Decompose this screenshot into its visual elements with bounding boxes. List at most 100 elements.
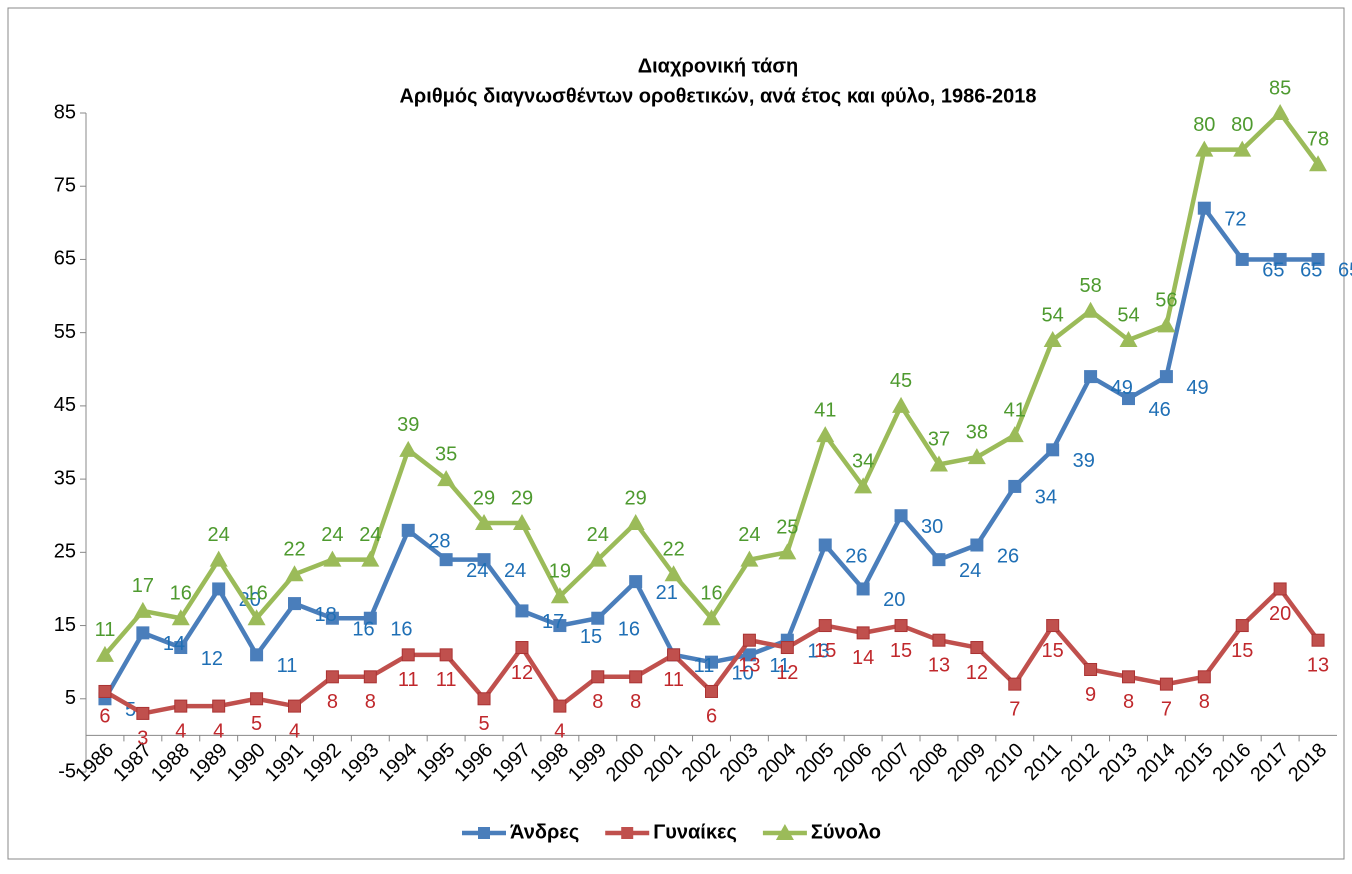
point (1046, 443, 1060, 457)
data-label: 26 (997, 545, 1019, 567)
point (1005, 426, 1024, 443)
data-label: 8 (327, 691, 338, 713)
data-label: 85 (1269, 77, 1291, 99)
data-label: 8 (365, 691, 376, 713)
point (250, 692, 264, 706)
data-label: 24 (959, 560, 981, 582)
data-label: 29 (625, 487, 647, 509)
point (1235, 252, 1249, 266)
data-label: 11 (398, 669, 419, 691)
point (553, 699, 567, 713)
data-label: 4 (213, 720, 224, 742)
point (475, 514, 494, 531)
point (894, 619, 908, 633)
data-label: 16 (245, 583, 267, 605)
point (705, 684, 718, 698)
y-tick-label: 65 (54, 248, 76, 270)
point (209, 550, 228, 567)
data-label: 11 (694, 655, 715, 677)
data-label: 24 (466, 560, 488, 582)
point (929, 455, 948, 472)
data-label: 19 (549, 561, 571, 583)
data-label: 11 (277, 655, 298, 677)
data-label: 34 (1035, 487, 1057, 509)
point (174, 699, 188, 713)
point (1311, 633, 1325, 647)
data-label: 72 (1224, 208, 1246, 230)
point (399, 440, 418, 457)
point (133, 601, 152, 618)
point (1043, 330, 1062, 347)
data-label: 16 (170, 583, 192, 605)
y-tick-label: 5 (65, 687, 76, 709)
data-label: 12 (201, 648, 223, 670)
point (591, 611, 605, 625)
legend-marker (621, 827, 634, 839)
data-label: 8 (630, 691, 641, 713)
chart-title: Διαχρονική τάση (638, 55, 799, 77)
point (780, 641, 794, 655)
point (1195, 140, 1214, 157)
chart-subtitle: Αριθμός διαγνωσθέντων οροθετικών, ανά έτ… (399, 85, 1036, 107)
data-label: 39 (1073, 450, 1095, 472)
point (892, 396, 911, 413)
point (591, 670, 605, 684)
data-label: 46 (1149, 399, 1171, 421)
legend-marker (775, 824, 794, 840)
point (1084, 370, 1098, 384)
data-label: 10 (732, 662, 754, 684)
data-label: 29 (473, 487, 495, 509)
data-label: 9 (1085, 684, 1096, 706)
point (1122, 392, 1135, 406)
legend-label: Άνδρες (510, 821, 579, 843)
data-label: 38 (966, 421, 988, 443)
data-label: 12 (776, 662, 798, 684)
data-label: 22 (662, 539, 684, 561)
data-label: 15 (890, 640, 912, 662)
data-label: 6 (706, 706, 717, 728)
point (515, 641, 529, 655)
data-label: 65 (1338, 260, 1352, 282)
point (1008, 677, 1022, 691)
data-label: 8 (1199, 691, 1210, 713)
data-label: 16 (618, 619, 640, 641)
data-label: 49 (1111, 377, 1133, 399)
point (970, 538, 984, 552)
data-label: 21 (656, 582, 678, 604)
point (1271, 104, 1290, 120)
point (854, 477, 873, 494)
point (95, 645, 114, 662)
point (437, 470, 456, 487)
y-tick-label: 35 (54, 467, 76, 489)
y-tick-label: 45 (54, 394, 76, 416)
point (1159, 677, 1173, 691)
point (439, 648, 453, 662)
data-label: 29 (511, 487, 533, 509)
data-label: 16 (390, 619, 412, 641)
data-label: 16 (352, 619, 374, 641)
data-label: 15 (580, 626, 602, 648)
data-label: 49 (1186, 377, 1208, 399)
point (1046, 619, 1060, 633)
point (136, 626, 150, 640)
data-label: 24 (504, 560, 526, 582)
point (856, 626, 870, 640)
point (1311, 252, 1325, 266)
data-label: 45 (890, 370, 912, 392)
point (323, 550, 342, 567)
point (1273, 582, 1287, 596)
point (1081, 301, 1100, 318)
point (325, 611, 339, 625)
data-label: 65 (1262, 260, 1284, 282)
data-label: 54 (1117, 304, 1139, 326)
data-label: 22 (283, 539, 305, 561)
point (288, 699, 301, 713)
legend-label: Σύνολο (811, 821, 881, 843)
point (247, 609, 266, 626)
point (477, 553, 491, 567)
data-label: 56 (1155, 290, 1177, 312)
point (816, 426, 835, 443)
point (250, 648, 264, 662)
point (174, 641, 188, 655)
